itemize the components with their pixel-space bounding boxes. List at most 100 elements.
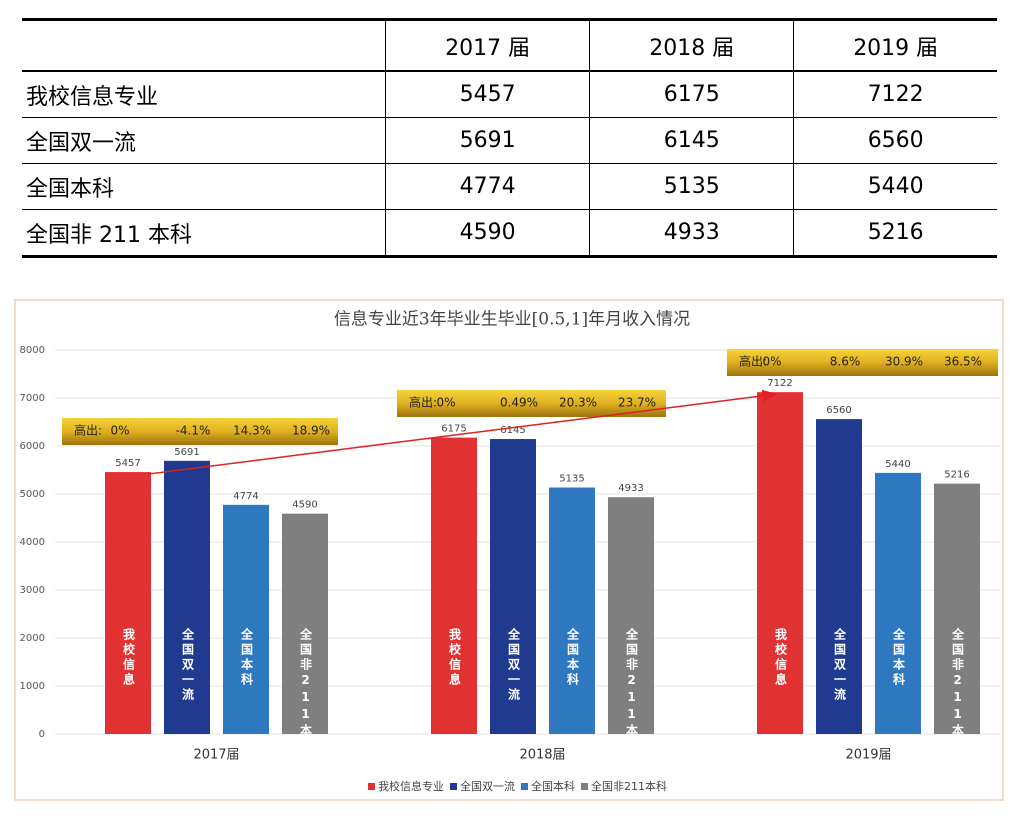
table-row: 全国双一流 5691 6145 6560 xyxy=(22,117,997,164)
table-cell: 4774 xyxy=(384,163,591,210)
y-tick-label: 7000 xyxy=(20,393,45,404)
bar xyxy=(490,439,536,734)
annotation-box xyxy=(397,390,666,417)
annotation-label: 高出: xyxy=(74,423,102,438)
y-tick-label: 0 xyxy=(39,729,45,740)
table-cell: 5440 xyxy=(793,163,997,210)
bar xyxy=(164,460,210,734)
annotation-item: 14.3% xyxy=(233,424,271,438)
data-label: 4933 xyxy=(618,483,643,494)
bar xyxy=(816,419,862,734)
legend-swatch xyxy=(521,783,528,790)
data-label: 5691 xyxy=(174,447,199,458)
table-cell: 6560 xyxy=(793,117,997,164)
table-cell: 6175 xyxy=(589,70,795,118)
data-label: 6145 xyxy=(500,425,525,436)
bar-label: 全国本科 xyxy=(566,627,580,688)
annotation-item: 0% xyxy=(762,355,781,369)
annotation-item: 0% xyxy=(110,424,129,438)
y-tick-label: 5000 xyxy=(20,489,45,500)
y-tick-label: 6000 xyxy=(20,441,45,452)
annotation-box xyxy=(62,418,338,445)
table-cell: 4933 xyxy=(589,209,795,257)
table-cell: 5216 xyxy=(793,209,997,257)
table-cell: 2018 届 xyxy=(589,19,795,72)
x-tick-label: 2017届 xyxy=(193,748,239,763)
legend-swatch xyxy=(368,783,375,790)
table-cell: 全国非 211 本科 xyxy=(22,209,386,257)
annotation-item: 23.7% xyxy=(618,396,656,410)
y-tick-label: 2000 xyxy=(20,633,45,644)
table-row: 全国非 211 本科 4590 4933 5216 xyxy=(22,209,997,257)
data-label: 5216 xyxy=(944,470,969,481)
annotation-box xyxy=(727,349,998,376)
bar-label: 我校信息 xyxy=(448,627,462,688)
bar-label: 全国非211本科 xyxy=(951,627,965,754)
bar-label: 我校信息 xyxy=(122,627,136,688)
legend-swatch xyxy=(450,783,457,790)
table-row: 全国本科 4774 5135 5440 xyxy=(22,163,997,210)
bar-label: 全国双一流 xyxy=(181,627,195,703)
annotation-label: 高出: xyxy=(409,395,437,410)
bar xyxy=(608,497,654,734)
bar xyxy=(223,504,269,734)
data-label: 5135 xyxy=(559,474,584,485)
data-label: 5457 xyxy=(115,458,140,469)
bar-label: 我校信息 xyxy=(774,627,788,688)
data-table: 2017 届 2018 届 2019 届我校信息专业 5457 6175 7122 全国双一… xyxy=(22,18,997,258)
bar xyxy=(757,392,803,734)
bar xyxy=(875,472,921,734)
bar-label: 全国双一流 xyxy=(507,627,521,703)
annotation-item: 8.6% xyxy=(830,355,861,369)
table-cell: 4590 xyxy=(384,209,591,257)
data-label: 4774 xyxy=(233,491,258,502)
legend-label: 全国非211本科 xyxy=(591,779,667,793)
data-label: 4590 xyxy=(292,500,317,511)
bar xyxy=(105,472,151,734)
data-label: 5440 xyxy=(885,459,910,470)
annotation-item: -4.1% xyxy=(176,424,211,438)
bar xyxy=(282,513,328,734)
bar xyxy=(549,487,595,734)
legend-label: 全国双一流 xyxy=(460,779,515,793)
y-tick-label: 3000 xyxy=(20,585,45,596)
bar xyxy=(934,483,980,734)
legend-label: 我校信息专业 xyxy=(378,779,444,793)
table-cell: 5135 xyxy=(589,163,795,210)
bar xyxy=(431,437,477,734)
x-tick-label: 2019届 xyxy=(845,748,891,763)
table-row: 我校信息专业 5457 6175 7122 xyxy=(22,70,997,118)
bar-label: 全国本科 xyxy=(240,627,254,688)
data-label: 6560 xyxy=(826,405,851,416)
table-cell: 5457 xyxy=(384,70,591,118)
y-tick-label: 4000 xyxy=(20,537,45,548)
y-tick-label: 1000 xyxy=(20,681,45,692)
table-cell: 全国本科 xyxy=(22,163,386,210)
table-cell: 2019 届 xyxy=(793,19,997,72)
bar-label: 全国非211本科 xyxy=(299,627,313,754)
table-row: 2017 届 2018 届 2019 届 xyxy=(22,19,997,72)
annotation-item: 0% xyxy=(436,396,455,410)
x-tick-label: 2018届 xyxy=(519,748,565,763)
annotation-label: 高出: xyxy=(739,354,767,369)
bar-label: 全国非211本科 xyxy=(625,627,639,754)
trend-arrow xyxy=(147,389,778,475)
legend-label: 全国本科 xyxy=(531,779,575,793)
annotation-item: 30.9% xyxy=(885,355,923,369)
bar-label: 全国本科 xyxy=(892,627,906,688)
annotation-item: 20.3% xyxy=(559,396,597,410)
annotation-item: 0.49% xyxy=(500,396,538,410)
data-label: 6175 xyxy=(441,424,466,435)
data-label: 7122 xyxy=(767,378,792,389)
table-cell xyxy=(22,19,386,72)
legend-swatch xyxy=(581,783,588,790)
y-tick-label: 8000 xyxy=(20,345,45,356)
legend: 我校信息专业 全国双一流 全国本科 全国非211本科 xyxy=(368,779,667,793)
bar-label: 全国双一流 xyxy=(833,627,847,703)
table-cell: 全国双一流 xyxy=(22,117,386,164)
table-cell: 我校信息专业 xyxy=(22,70,386,118)
table-cell: 5691 xyxy=(384,117,591,164)
chart-title: 信息专业近3年毕业生毕业[0.5,1]年月收入情况 xyxy=(334,310,690,330)
